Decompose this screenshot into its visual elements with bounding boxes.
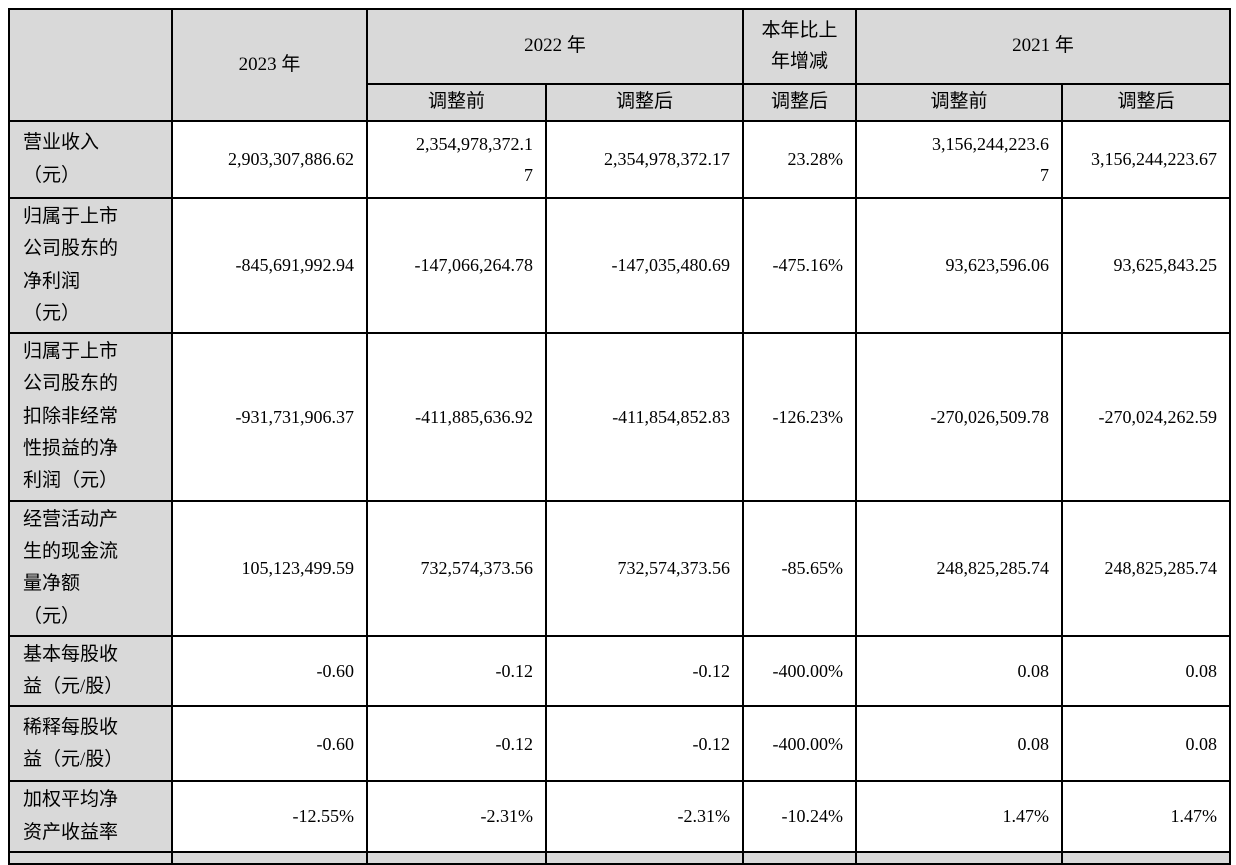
- cell-yoy: 23.28%: [742, 120, 858, 199]
- table-row-diluted-eps: 稀释每股收益（元/股） -0.60 -0.12 -0.12 -400.00% 0…: [8, 705, 1232, 783]
- col-header-2022: 2022 年: [365, 8, 745, 85]
- header-row-years: 2023 年 2022 年 本年比上年增减 2021 年: [8, 8, 1232, 122]
- table-row-basic-eps: 基本每股收益（元/股） -0.60 -0.12 -0.12 -400.00% 0…: [8, 634, 1232, 708]
- cutoff-cell: [855, 851, 1064, 865]
- cell-2021-post: 3,156,244,223.67: [1061, 120, 1232, 199]
- cutoff-cell: [1061, 851, 1232, 865]
- col-header-yoy-change: 本年比上年增减: [742, 8, 858, 85]
- cell-2022-pre: 2,354,978,372.17: [366, 120, 547, 199]
- subheader-2022-pre-adjust: 调整前: [366, 83, 547, 122]
- cell-2022-post: -0.12: [544, 634, 745, 708]
- cell-2022-pre: -0.12: [366, 705, 547, 783]
- table-row-cutoff: [8, 851, 1232, 865]
- cutoff-cell: [366, 851, 547, 865]
- table-row-revenue: 营业收入（元） 2,903,307,886.62 2,354,978,372.1…: [8, 120, 1232, 199]
- cell-2022-pre: -0.12: [366, 634, 547, 708]
- cell-2023: -845,691,992.94: [171, 196, 368, 335]
- table-row-deducted-net-profit: 归属于上市公司股东的扣除非经常性损益的净利润（元） -931,731,906.3…: [8, 332, 1232, 502]
- subheader-yoy-post-adjust: 调整后: [742, 83, 858, 122]
- row-label: 经营活动产生的现金流量净额（元）: [8, 499, 173, 637]
- cell-2021-post: 248,825,285.74: [1061, 499, 1232, 637]
- table-row-weighted-avg-roe: 加权平均净资产收益率 -12.55% -2.31% -2.31% -10.24%…: [8, 780, 1232, 854]
- cell-2023: -0.60: [171, 634, 368, 708]
- cell-2021-post: 0.08: [1061, 634, 1232, 708]
- cell-2021-post: 0.08: [1061, 705, 1232, 783]
- row-label: 加权平均净资产收益率: [8, 780, 173, 854]
- row-label: 稀释每股收益（元/股）: [8, 705, 173, 783]
- cell-2021-pre: -270,026,509.78: [855, 332, 1064, 502]
- cutoff-cell: [8, 851, 173, 865]
- row-label: 归属于上市公司股东的净利润（元）: [8, 196, 173, 335]
- cell-2022-pre: -147,066,264.78: [366, 196, 547, 335]
- cell-2022-post: 732,574,373.56: [544, 499, 745, 637]
- cell-2021-pre: 0.08: [855, 634, 1064, 708]
- subheader-2021-pre-adjust: 调整前: [855, 83, 1064, 122]
- header-row-adjustment: 调整前 调整后 调整后 调整前 调整后: [9, 83, 1232, 122]
- cell-yoy: -475.16%: [742, 196, 858, 335]
- row-label: 基本每股收益（元/股）: [8, 634, 173, 708]
- cell-2021-post: 1.47%: [1061, 780, 1232, 854]
- cell-yoy: -10.24%: [742, 780, 858, 854]
- corner-cell: [8, 8, 173, 122]
- cell-2022-post: -0.12: [544, 705, 745, 783]
- table-row-net-profit: 归属于上市公司股东的净利润（元） -845,691,992.94 -147,06…: [8, 196, 1232, 335]
- financial-summary-table: 2023 年 2022 年 本年比上年增减 2021 年 调整前 调整后 调整后…: [8, 8, 1232, 865]
- subheader-2021-post-adjust: 调整后: [1061, 83, 1232, 122]
- cell-yoy: -126.23%: [742, 332, 858, 502]
- cutoff-cell: [544, 851, 745, 865]
- row-label: 归属于上市公司股东的扣除非经常性损益的净利润（元）: [8, 332, 173, 502]
- cell-2021-pre: 248,825,285.74: [855, 499, 1064, 637]
- table-row-operating-cash-flow: 经营活动产生的现金流量净额（元） 105,123,499.59 732,574,…: [8, 499, 1232, 637]
- col-header-2021: 2021 年: [855, 8, 1232, 85]
- cell-2022-post: -147,035,480.69: [544, 196, 745, 335]
- cell-2022-pre: -2.31%: [366, 780, 547, 854]
- cell-yoy: -400.00%: [742, 634, 858, 708]
- cell-2021-pre: 3,156,244,223.67: [855, 120, 1064, 199]
- cell-2023: -0.60: [171, 705, 368, 783]
- cell-2021-post: 93,625,843.25: [1061, 196, 1232, 335]
- cell-2023: -12.55%: [171, 780, 368, 854]
- cell-2021-pre: 1.47%: [855, 780, 1064, 854]
- col-header-2023: 2023 年: [171, 8, 368, 122]
- cell-2022-pre: -411,885,636.92: [366, 332, 547, 502]
- cell-yoy: -400.00%: [742, 705, 858, 783]
- cutoff-cell: [742, 851, 858, 865]
- cell-2022-post: -411,854,852.83: [544, 332, 745, 502]
- cell-2021-post: -270,024,262.59: [1061, 332, 1232, 502]
- cell-2022-pre: 732,574,373.56: [366, 499, 547, 637]
- cell-2021-pre: 0.08: [855, 705, 1064, 783]
- cutoff-cell: [171, 851, 368, 865]
- row-label: 营业收入（元）: [8, 120, 173, 199]
- cell-2023: 2,903,307,886.62: [171, 120, 368, 199]
- cell-2021-pre: 93,623,596.06: [855, 196, 1064, 335]
- cell-2022-post: -2.31%: [544, 780, 745, 854]
- cell-2023: 105,123,499.59: [171, 499, 368, 637]
- cell-2022-post: 2,354,978,372.17: [544, 120, 745, 199]
- subheader-2022-post-adjust: 调整后: [544, 83, 745, 122]
- cell-yoy: -85.65%: [742, 499, 858, 637]
- cell-2023: -931,731,906.37: [171, 332, 368, 502]
